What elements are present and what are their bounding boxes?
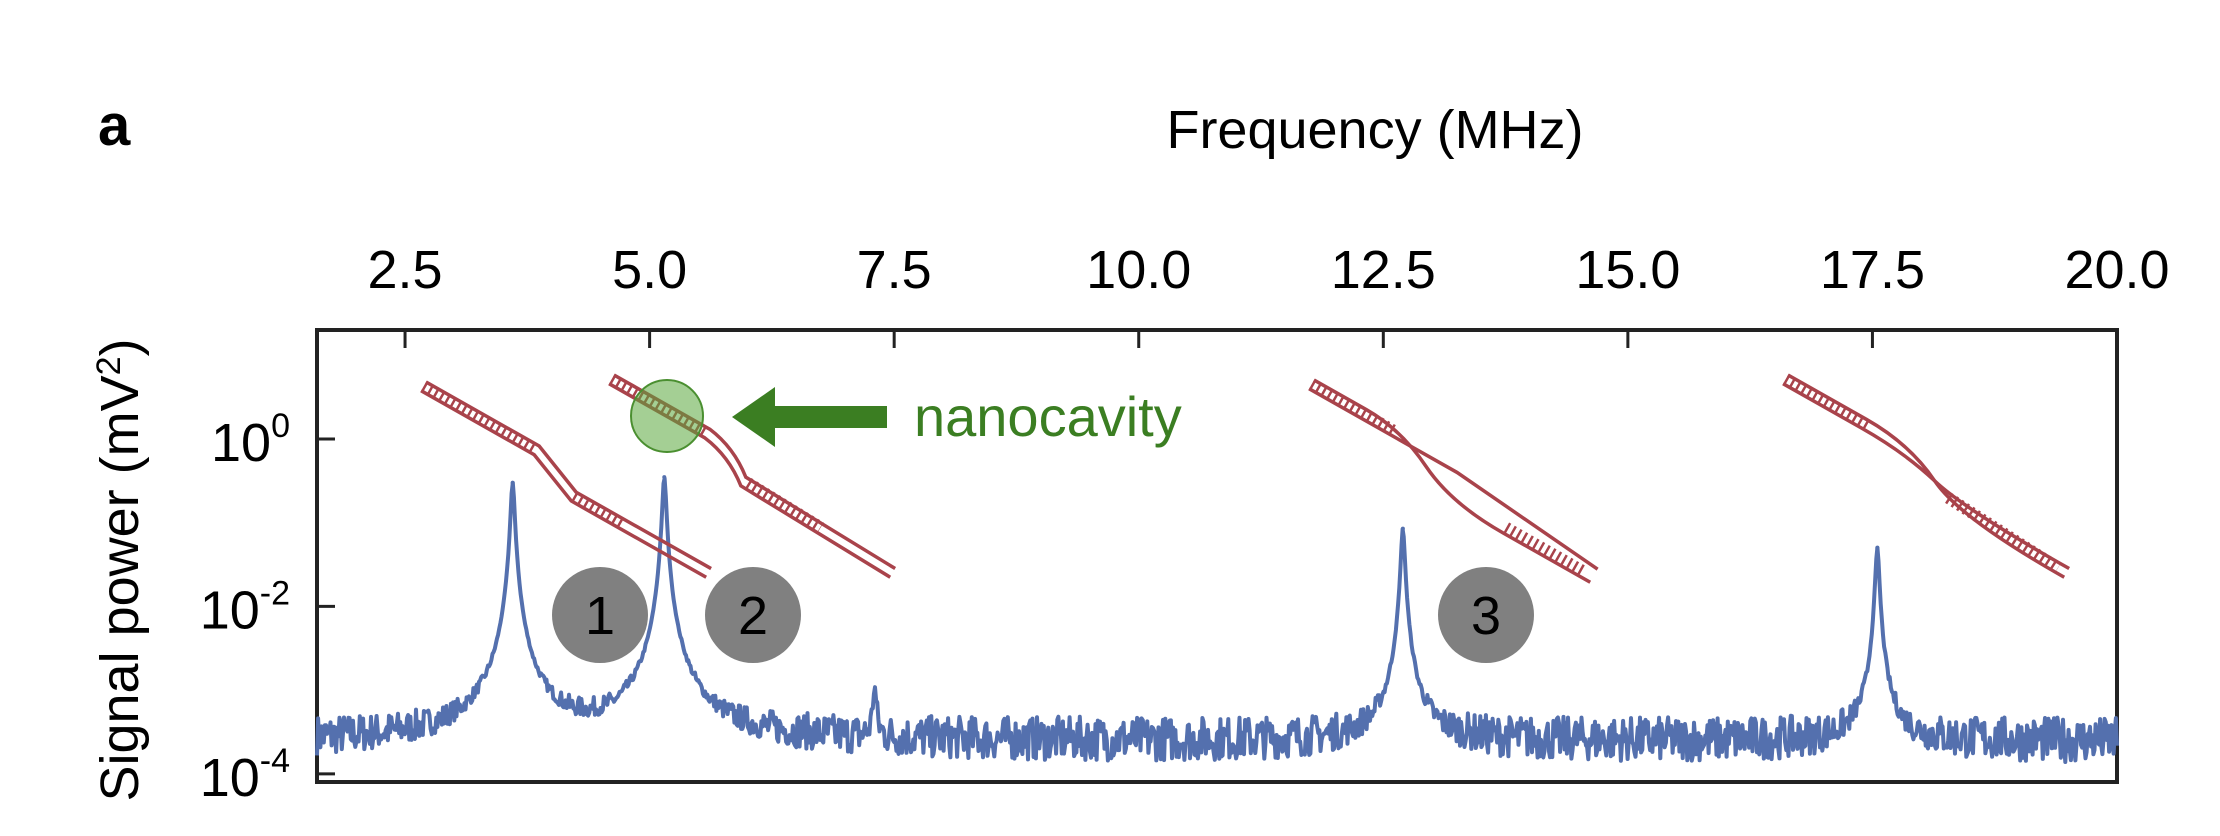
y-tick-label: 100 (211, 407, 290, 473)
y-tick-label: 10-4 (200, 742, 290, 808)
mode-badge-1-label: 1 (585, 586, 615, 646)
beam-sketch-mode-2-teeth-2 (745, 477, 824, 533)
mode-badge-1-circle (552, 567, 648, 663)
x-tick-label: 12.5 (1331, 240, 1436, 300)
y-axis-title-close: ) (90, 338, 150, 356)
mode-badge-2-circle (705, 567, 801, 663)
y-tick-label-exponent: -4 (260, 742, 290, 780)
x-tick-label: 20.0 (2064, 240, 2169, 300)
beam-sketch-mode-4-teeth (1782, 374, 1872, 432)
y-axis-title-main: Signal power (mV (90, 375, 150, 801)
beam-sketch-mode-3 (1308, 378, 1599, 584)
x-tick-label: 15.0 (1575, 240, 1680, 300)
y-tick-label-base: 10 (200, 748, 260, 808)
mode-badge-2: 2 (705, 567, 801, 663)
plot-frame (315, 328, 2119, 784)
panel-label: a (98, 93, 131, 158)
nanocavity-arrow-head (732, 387, 775, 447)
beam-sketch-mode-4-upper-edge (1782, 382, 2071, 571)
x-tick-label: 17.5 (1820, 240, 1925, 300)
peak-point-3 (872, 696, 877, 701)
x-tick-label: 10.0 (1086, 240, 1191, 300)
beam-sketch-mode-3-lower-edge (1313, 378, 1592, 584)
nanocavity-arrow-shaft (772, 406, 887, 428)
x-tick-label: 7.5 (857, 240, 932, 300)
beam-sketch-mode-4-teeth-2 (1945, 492, 2062, 574)
peak-point-2 (662, 475, 667, 480)
beam-sketch-mode-3-teeth-2 (1503, 522, 1588, 578)
nanocavity-highlight (630, 379, 704, 453)
beam-sketch-mode-2-upper-edge (608, 382, 892, 579)
x-tick-label: 5.0 (612, 240, 687, 300)
y-axis-title-superscript: 2 (90, 356, 128, 375)
x-ticks: 2.5 5.0 7.5 10.0 12.5 15.0 17.5 20.0 (368, 240, 2170, 348)
mode-badge-3-label: 3 (1471, 586, 1501, 646)
beam-sketch-mode-3-upper-edge (1308, 387, 1599, 571)
y-tick-label-exponent: 0 (271, 407, 290, 445)
x-axis-title: Frequency (MHz) (1166, 100, 1583, 160)
beam-sketch-mode-1-teeth (420, 381, 540, 456)
spectrum-trace (315, 476, 2119, 764)
nanocavity-label: nanocavity (914, 385, 1182, 448)
beam-sketch-mode-4-lower-edge (1787, 373, 2066, 579)
beam-sketch-mode-4 (1782, 373, 2071, 579)
peak-point-4 (1400, 526, 1405, 531)
beam-sketch-mode-3-teeth (1308, 379, 1398, 437)
mode-badge-2-label: 2 (738, 586, 768, 646)
mode-badge-3-circle (1438, 567, 1534, 663)
x-tick-label: 2.5 (368, 240, 443, 300)
peak-point-1 (510, 480, 515, 485)
y-tick-label-base: 10 (211, 413, 271, 473)
mode-badge-3: 3 (1438, 567, 1534, 663)
y-tick-label: 10-2 (200, 574, 290, 640)
nanocavity-arrow (732, 387, 887, 447)
beam-sketch-mode-1-teeth-2 (570, 491, 625, 529)
peak-point-5 (1875, 545, 1880, 550)
trace-layer (315, 475, 2119, 764)
beam-sketch-mode-2-lower-edge (613, 373, 897, 571)
mode-badge-1: 1 (552, 567, 648, 663)
y-tick-label-exponent: -2 (260, 574, 290, 612)
y-axis-title: Signal power (mV2) (90, 338, 150, 801)
y-tick-label-base: 10 (200, 580, 260, 640)
